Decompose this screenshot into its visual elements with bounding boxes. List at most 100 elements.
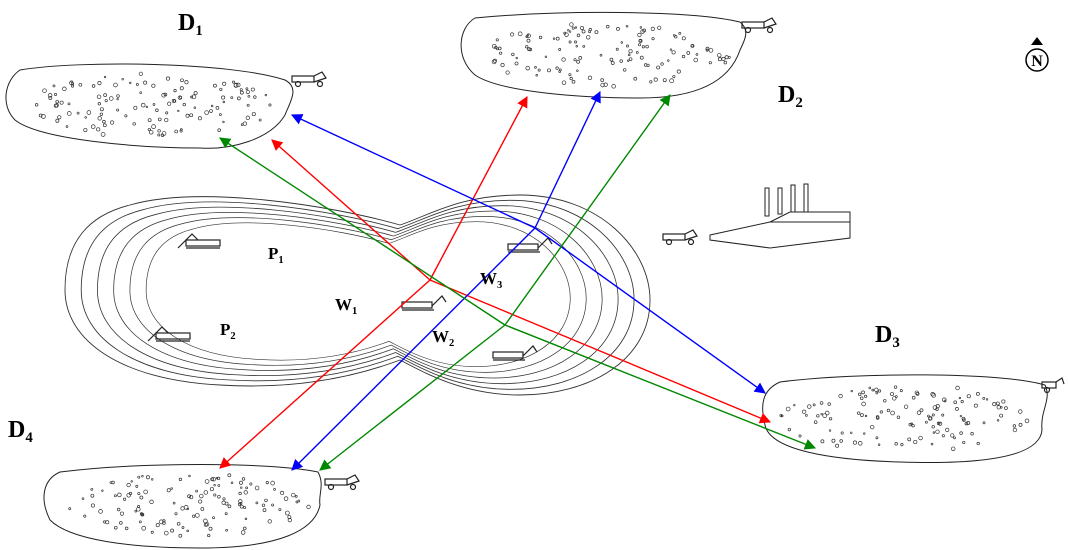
stone [198,499,203,504]
stone [671,50,676,55]
stone [828,417,833,421]
stone [99,112,104,116]
stone [945,427,950,432]
stone [149,499,154,504]
dump-d2 [460,11,747,99]
stone [569,76,573,81]
stone [96,94,102,100]
stone [244,517,248,521]
stone [805,414,808,417]
stone [190,95,194,99]
stone [835,443,840,448]
stone [606,24,610,29]
haul-routes [219,90,817,471]
stone [798,434,802,438]
stone [958,396,962,400]
stone [985,398,989,401]
stone [859,396,864,401]
stone [238,491,242,496]
stone [143,80,148,85]
stone [571,26,575,30]
stone [207,533,211,538]
stone [119,511,125,516]
stone [183,505,189,510]
stone [68,507,72,511]
stone [232,80,236,84]
stone [222,497,226,501]
stone [996,405,1001,410]
stone [217,128,221,132]
stone [242,526,247,531]
stone [578,56,583,60]
stone [953,400,958,405]
stone [151,124,156,129]
stone [268,103,272,107]
stone [239,90,244,95]
stone [564,32,569,37]
label-d3: D3 [875,322,900,351]
stone [97,116,102,121]
stone [209,487,214,492]
stone [267,519,272,524]
stone [708,61,712,65]
stone [807,404,812,409]
stone [242,121,248,126]
label-w1: W1 [335,295,357,317]
stone [208,526,213,531]
stone [537,68,541,72]
stone [638,38,643,43]
stone [213,83,217,88]
stone [187,494,191,499]
stone [150,530,154,534]
stone [98,509,103,514]
stone [976,392,980,396]
stone [102,123,107,128]
stone [919,408,924,413]
stone [594,30,599,35]
stone [193,106,197,109]
stone [950,433,955,438]
stone [141,525,147,531]
stone [116,108,120,112]
stone [693,57,699,63]
stone [90,503,95,508]
stone [184,80,189,85]
stone [858,392,862,396]
stone [525,65,530,71]
stone [534,66,537,69]
stone [850,389,853,393]
stone [941,434,945,438]
stone [639,26,643,29]
stone [253,95,257,99]
stone [90,124,96,129]
stone [57,115,62,120]
stone [148,130,154,135]
stone [555,66,559,70]
label-d4: D4 [8,417,33,446]
stone [674,35,678,39]
stone [124,114,128,118]
stone [879,410,883,414]
stone [185,113,190,118]
stone [861,401,866,407]
stone [992,402,997,407]
stone [241,477,246,481]
stone [667,59,670,62]
stone [90,487,94,491]
stone [194,513,200,518]
stone [856,411,861,415]
stone [911,424,915,428]
stone [576,69,579,72]
stone [555,36,560,41]
stone [197,116,202,121]
stone [139,495,144,500]
stone [723,60,728,65]
stone [137,475,141,479]
contour-line [113,210,603,379]
stone [181,526,185,529]
stone [930,442,934,446]
stone [645,44,649,49]
stone [48,96,53,100]
stone [959,414,963,418]
